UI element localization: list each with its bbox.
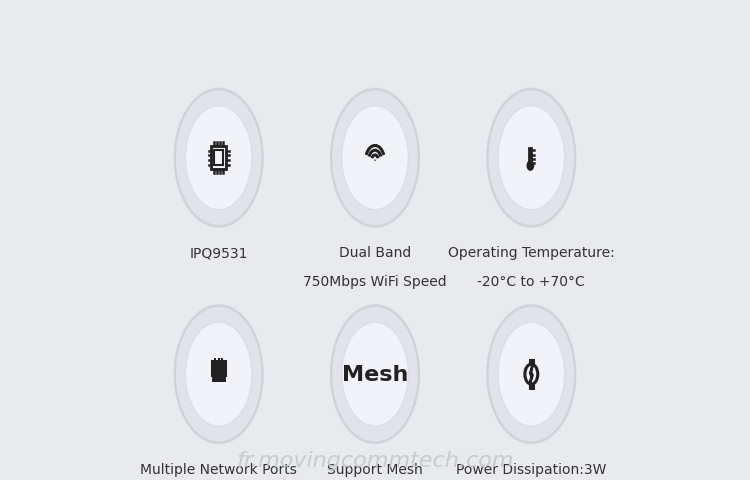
Ellipse shape xyxy=(374,160,376,162)
Ellipse shape xyxy=(185,107,252,210)
Ellipse shape xyxy=(174,304,264,444)
Text: Support Mesh: Support Mesh xyxy=(327,462,423,476)
Bar xyxy=(212,361,225,375)
Ellipse shape xyxy=(330,304,420,444)
Bar xyxy=(217,358,220,361)
Ellipse shape xyxy=(488,90,575,227)
Bar xyxy=(221,358,224,361)
Bar xyxy=(211,147,226,170)
Text: Dual Band: Dual Band xyxy=(339,246,411,260)
Ellipse shape xyxy=(486,304,576,444)
Ellipse shape xyxy=(175,306,262,443)
Ellipse shape xyxy=(342,323,408,426)
Ellipse shape xyxy=(332,306,419,443)
Ellipse shape xyxy=(488,306,575,443)
Bar xyxy=(530,149,532,166)
Text: 750Mbps WiFi Speed: 750Mbps WiFi Speed xyxy=(303,275,447,288)
Text: Mesh: Mesh xyxy=(342,364,408,384)
Bar xyxy=(214,358,216,361)
Ellipse shape xyxy=(175,90,262,227)
Ellipse shape xyxy=(174,88,264,228)
Ellipse shape xyxy=(342,107,408,210)
Ellipse shape xyxy=(185,323,252,426)
Ellipse shape xyxy=(498,323,565,426)
Text: Multiple Network Ports: Multiple Network Ports xyxy=(140,462,297,476)
Text: fr.movingcommtech.com: fr.movingcommtech.com xyxy=(236,450,514,470)
Text: Power Dissipation:3W: Power Dissipation:3W xyxy=(456,462,607,476)
Ellipse shape xyxy=(332,90,419,227)
Text: -20°C to +70°C: -20°C to +70°C xyxy=(478,275,585,288)
Text: Operating Temperature:: Operating Temperature: xyxy=(448,246,615,260)
Ellipse shape xyxy=(498,107,565,210)
Ellipse shape xyxy=(486,88,576,228)
Ellipse shape xyxy=(330,88,420,228)
Bar xyxy=(214,151,223,166)
Text: IPQ9531: IPQ9531 xyxy=(190,246,248,260)
